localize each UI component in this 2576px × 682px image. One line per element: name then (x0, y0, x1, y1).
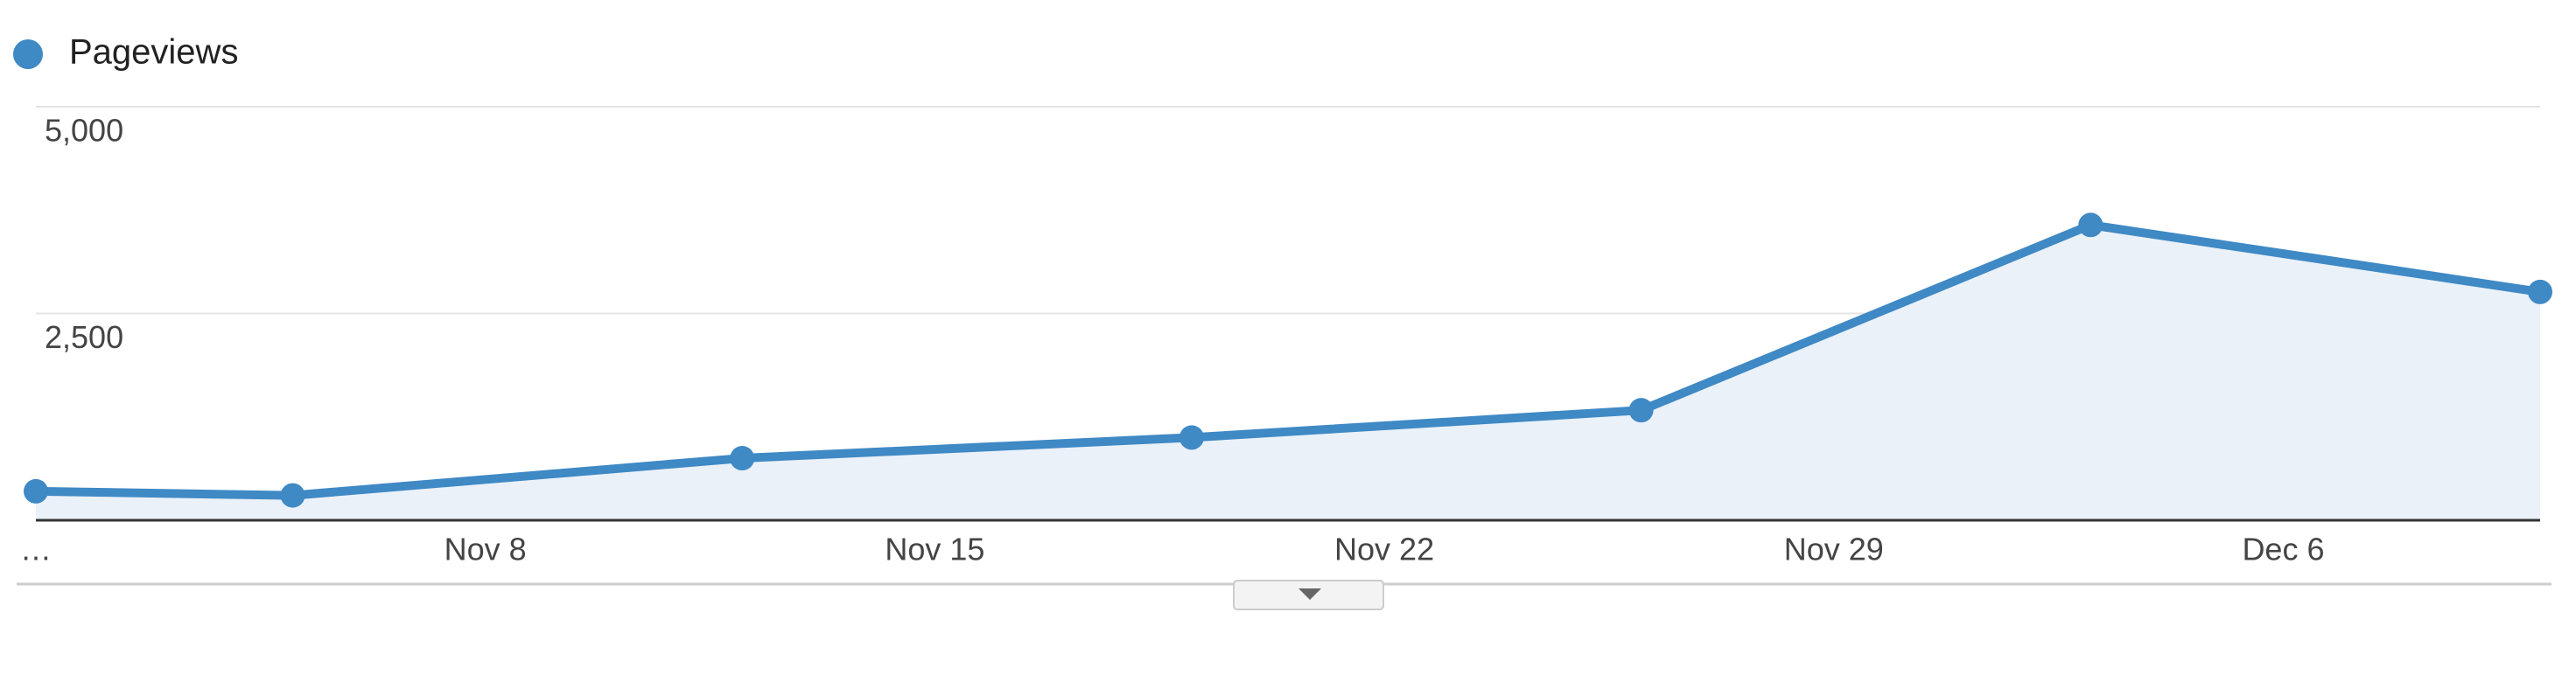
point (1628, 398, 1654, 423)
x-tick-label: … (20, 532, 52, 567)
point (1179, 425, 1204, 450)
point (730, 446, 755, 471)
toggle-arrow (1298, 588, 1321, 600)
x-tick-label: Nov 22 (1334, 532, 1434, 567)
x-tick-label: Dec 6 (2242, 532, 2324, 567)
collapse-toggle[interactable] (1233, 580, 1384, 610)
point (24, 478, 48, 504)
legend-marker (13, 39, 43, 69)
y-tick-label: 5,000 (45, 113, 123, 149)
point (2078, 212, 2104, 238)
y-tick-label: 2,500 (45, 319, 123, 355)
x-tick-label: Nov 8 (444, 532, 527, 567)
x-tick-label: Nov 15 (885, 532, 984, 567)
area (36, 225, 2540, 520)
point (280, 483, 305, 508)
x-tick-label: Nov 29 (1784, 532, 1884, 567)
legend-label: Pageviews (69, 33, 238, 72)
point (2528, 279, 2552, 304)
